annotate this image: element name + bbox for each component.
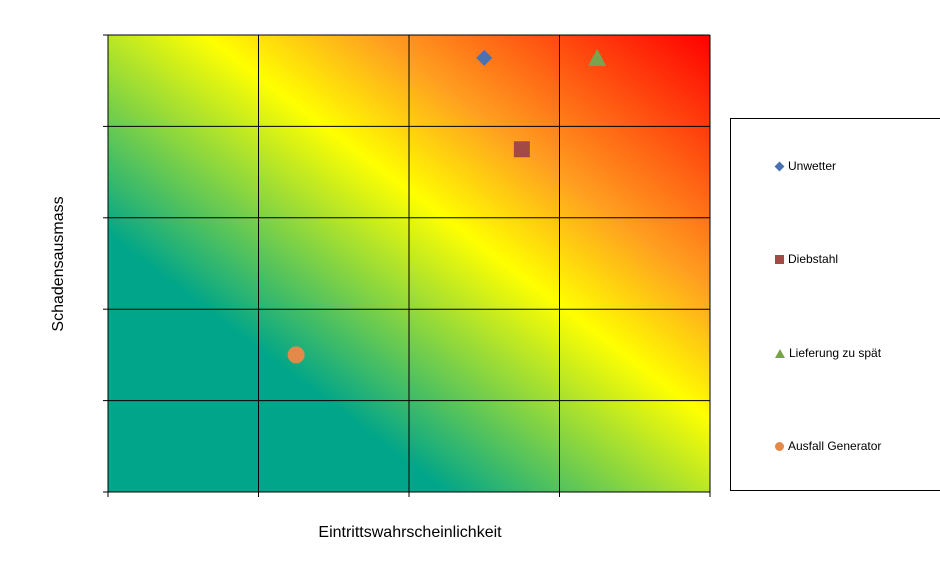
point-ausfall-generator [287, 346, 305, 364]
y-axis-label: Schadensausmass [50, 196, 67, 332]
square-marker-icon [775, 254, 784, 264]
circle-marker-icon [775, 441, 784, 451]
grid-lines [107, 34, 711, 493]
legend-label: Lieferung zu spät [789, 346, 882, 360]
data-points [287, 48, 607, 364]
triangle-marker-icon [775, 348, 785, 358]
legend-item-lieferung: Lieferung zu spät [775, 345, 881, 361]
legend: Unwetter Diebstahl Lieferung zu spät Aus… [730, 118, 940, 491]
point-lieferung-zu-sp-t [588, 48, 607, 66]
legend-item-ausfall-generator: Ausfall Generator [775, 438, 881, 454]
point-diebstahl [513, 141, 530, 158]
legend-label: Diebstahl [788, 252, 839, 266]
legend-label: Unwetter [788, 159, 837, 173]
legend-item-unwetter: Unwetter [774, 158, 837, 174]
axis-ticks [103, 34, 711, 497]
legend-item-diebstahl: Diebstahl [775, 251, 838, 267]
point-unwetter [476, 49, 493, 66]
x-axis-label: Eintrittswahrscheinlichkeit [318, 524, 502, 541]
legend-label: Ausfall Generator [788, 439, 882, 453]
diamond-marker-icon [774, 161, 785, 171]
